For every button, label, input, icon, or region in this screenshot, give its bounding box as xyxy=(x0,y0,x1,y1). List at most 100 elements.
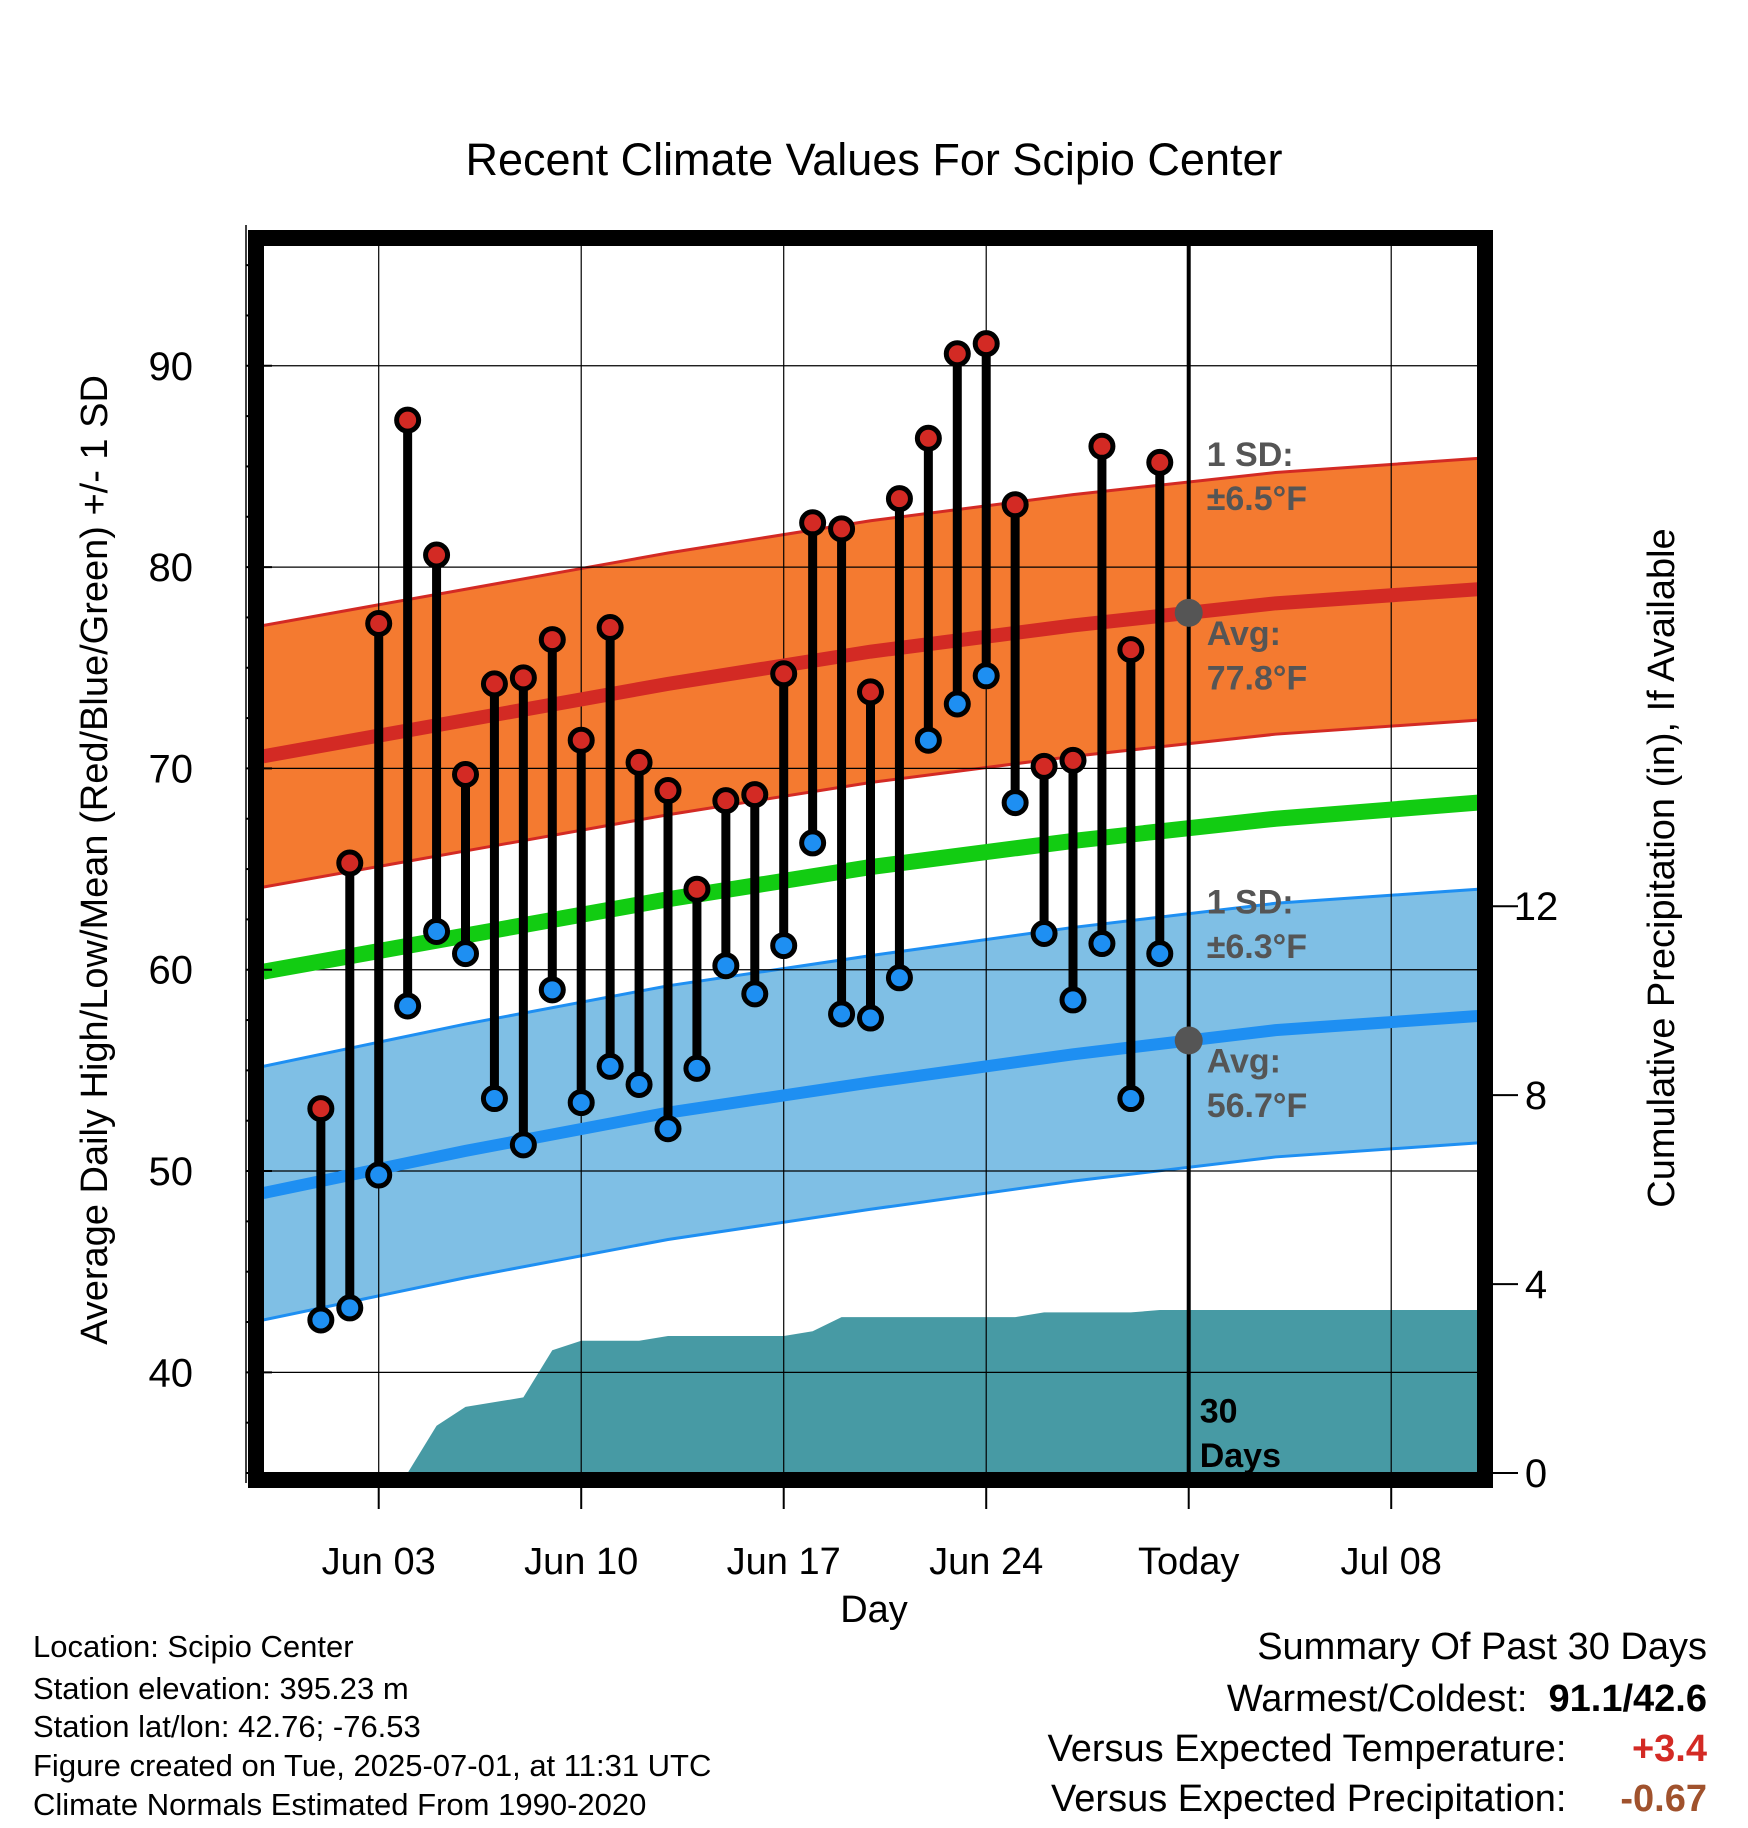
x-tick-label: Jun 24 xyxy=(929,1541,1043,1583)
chart-title: Recent Climate Values For Scipio Center xyxy=(465,134,1282,185)
x-axis-label: Day xyxy=(840,1589,908,1631)
footer-elevation: Station elevation: 395.23 m xyxy=(33,1671,409,1706)
daily-high-point xyxy=(596,613,624,641)
footer-location: Location: Scipio Center xyxy=(33,1629,354,1664)
daily-high-point xyxy=(712,787,740,815)
daily-high-point xyxy=(480,670,508,698)
daily-low-point xyxy=(857,1004,884,1032)
daily-low-point xyxy=(683,1054,711,1082)
summary-warm-cold-label: Warmest/Coldest: xyxy=(1226,1678,1528,1720)
low-avg-label-line1: Avg: xyxy=(1207,1043,1281,1081)
daily-low-point xyxy=(828,1000,856,1028)
y-tick-label: 70 xyxy=(149,747,194,791)
x-tick-label: Jul 08 xyxy=(1341,1541,1442,1583)
daily-high-point xyxy=(307,1095,335,1123)
daily-high-point xyxy=(741,781,769,809)
high-avg-label-line1: Avg: xyxy=(1207,615,1281,653)
daily-high-point xyxy=(567,726,595,754)
footer-normals: Climate Normals Estimated From 1990-2020 xyxy=(33,1787,647,1822)
y-tick-label: 50 xyxy=(149,1150,194,1194)
plot-frame xyxy=(248,230,1493,1488)
low-band-lower-edge xyxy=(263,1141,1478,1322)
daily-high-point xyxy=(943,340,971,368)
today-low-avg-marker xyxy=(1174,1026,1203,1055)
daily-low-point xyxy=(1146,940,1174,968)
x-tick-label: Jun 17 xyxy=(727,1541,841,1583)
y-axis-label: Average Daily High/Low/Mean (Red/Blue/Gr… xyxy=(74,375,116,1345)
daily-low-point xyxy=(538,976,566,1004)
daily-low-point xyxy=(480,1085,508,1113)
daily-low-point xyxy=(943,690,971,718)
daily-low-point xyxy=(1030,919,1058,947)
daily-high-point xyxy=(1030,752,1058,780)
normal-low-line xyxy=(263,1010,1478,1200)
daily-low-point xyxy=(336,1294,364,1322)
today-high-avg-marker xyxy=(1174,598,1203,627)
high-sd-label-line2: ±6.5°F xyxy=(1207,480,1307,518)
summary-temp-value: +3.4 xyxy=(1631,1728,1707,1770)
daily-high-point xyxy=(972,330,1000,358)
daily-high-point xyxy=(1146,448,1174,476)
daily-high-point xyxy=(885,485,913,513)
daily-low-point xyxy=(365,1161,393,1189)
low-sd-band xyxy=(263,889,1478,1321)
y2-tick-label: 0 xyxy=(1525,1452,1547,1496)
daily-high-point xyxy=(799,509,827,537)
daily-low-point xyxy=(423,917,451,945)
high-sd-band xyxy=(263,458,1478,888)
daily-low-point xyxy=(452,940,479,968)
daily-high-point xyxy=(1001,491,1029,519)
y2-tick-label: 8 xyxy=(1525,1074,1547,1118)
daily-high-point xyxy=(654,777,682,805)
daily-low-point xyxy=(509,1131,537,1159)
daily-high-point xyxy=(857,678,884,706)
daily-low-point xyxy=(914,726,942,754)
summary-precip-row: Versus Expected Precipitation: -0.67 xyxy=(1051,1774,1707,1824)
daily-low-point xyxy=(741,980,769,1008)
low-avg-label-line2: 56.7°F xyxy=(1207,1087,1308,1125)
daily-low-point xyxy=(972,662,1000,690)
daily-low-point xyxy=(770,932,798,960)
high-sd-label-line1: 1 SD: xyxy=(1207,436,1294,474)
summary-precip-label: Versus Expected Precipitation: xyxy=(1051,1778,1567,1820)
y-tick-label: 90 xyxy=(149,345,194,389)
summary-title: Summary Of Past 30 Days xyxy=(1257,1626,1707,1668)
daily-high-point xyxy=(423,541,451,569)
daily-high-point xyxy=(365,609,393,637)
footer-created: Figure created on Tue, 2025-07-01, at 11… xyxy=(33,1748,712,1783)
daily-low-point xyxy=(1088,930,1116,958)
daily-high-point xyxy=(914,424,942,452)
footer-latlon: Station lat/lon: 42.76; -76.53 xyxy=(33,1709,421,1744)
daily-high-point xyxy=(1059,746,1087,774)
y-tick-label: 60 xyxy=(149,949,194,993)
daily-high-point xyxy=(828,515,856,543)
y2-axis-label: Cumulative Precipitation (in), If Availa… xyxy=(1641,528,1683,1207)
daily-high-point xyxy=(509,664,537,692)
x-tick-label: Jun 03 xyxy=(322,1541,436,1583)
daily-high-point xyxy=(1088,432,1116,460)
daily-low-point xyxy=(654,1115,682,1143)
daily-low-point xyxy=(394,992,422,1020)
normal-high-line xyxy=(263,582,1478,764)
daily-low-point xyxy=(307,1306,335,1334)
daily-low-point xyxy=(712,952,740,980)
summary-warm-cold-value: 91.1/42.6 xyxy=(1548,1678,1707,1720)
y-tick-label: 80 xyxy=(149,546,194,590)
daily-high-point xyxy=(336,849,364,877)
daily-low-point xyxy=(1001,789,1029,817)
daily-high-point xyxy=(394,406,422,434)
y2-tick-label: 4 xyxy=(1525,1263,1547,1307)
days-label-line1: 30 xyxy=(1200,1393,1238,1431)
low-sd-label-line1: 1 SD: xyxy=(1207,884,1294,922)
daily-low-point xyxy=(625,1070,653,1098)
summary-temp-row: Versus Expected Temperature: +3.4 xyxy=(1048,1724,1707,1774)
daily-high-point xyxy=(625,748,653,776)
daily-high-point xyxy=(452,760,479,788)
precipitation-area xyxy=(378,1310,1478,1473)
summary-temp-label: Versus Expected Temperature: xyxy=(1047,1728,1567,1770)
summary-warm-cold-row: Warmest/Coldest: 91.1/42.6 xyxy=(1227,1674,1707,1724)
x-tick-label: Jun 10 xyxy=(524,1541,638,1583)
daily-low-point xyxy=(799,829,827,857)
daily-high-point xyxy=(1117,636,1145,664)
x-tick-label: Today xyxy=(1138,1541,1239,1583)
